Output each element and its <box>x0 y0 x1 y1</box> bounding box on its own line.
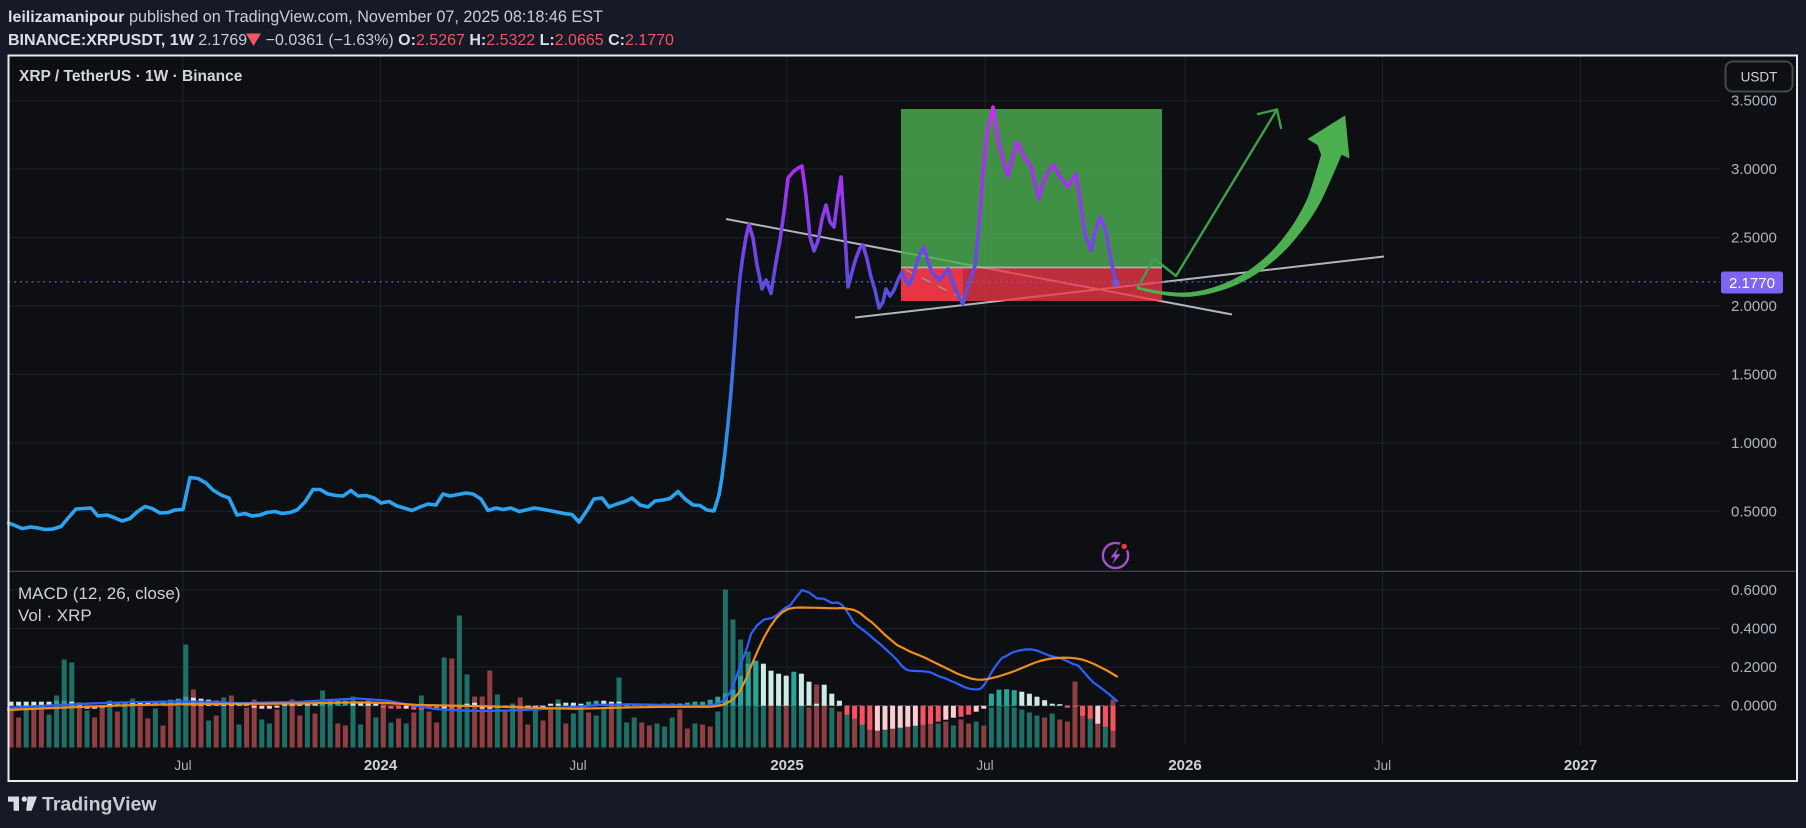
svg-text:2027: 2027 <box>1564 757 1597 774</box>
svg-text:1.0000: 1.0000 <box>1731 435 1777 452</box>
svg-text:MACD (12, 26, close): MACD (12, 26, close) <box>18 584 181 603</box>
svg-text:Vol · XRP: Vol · XRP <box>18 606 92 625</box>
svg-text:XRP / TetherUS · 1W · Binance: XRP / TetherUS · 1W · Binance <box>19 68 243 85</box>
svg-text:2.5000: 2.5000 <box>1731 230 1777 247</box>
svg-text:0.2000: 0.2000 <box>1731 659 1777 676</box>
svg-text:0.4000: 0.4000 <box>1731 621 1777 638</box>
svg-text:USDT: USDT <box>1741 70 1778 85</box>
svg-text:Jul: Jul <box>976 758 993 773</box>
svg-text:1.5000: 1.5000 <box>1731 366 1777 383</box>
svg-text:Jul: Jul <box>174 758 191 773</box>
svg-text:BINANCE:XRPUSDT, 1W 2.1769 −0: BINANCE:XRPUSDT, 1W 2.1769 −0.0361 (−1.6… <box>8 32 674 49</box>
svg-text:0.5000: 0.5000 <box>1731 503 1777 520</box>
svg-text:2.1770: 2.1770 <box>1729 275 1775 292</box>
svg-text:leilizamanipour published on T: leilizamanipour published on TradingView… <box>8 8 603 26</box>
svg-text:2026: 2026 <box>1168 757 1201 774</box>
svg-text:3.0000: 3.0000 <box>1731 161 1777 178</box>
svg-text:3.5000: 3.5000 <box>1731 93 1777 110</box>
svg-text:0.6000: 0.6000 <box>1731 582 1777 599</box>
svg-text:2025: 2025 <box>770 757 803 774</box>
svg-text:TradingView: TradingView <box>42 794 157 816</box>
svg-text:Jul: Jul <box>1374 758 1391 773</box>
svg-text:0.0000: 0.0000 <box>1731 698 1777 715</box>
svg-text:2.0000: 2.0000 <box>1731 298 1777 315</box>
svg-text:2024: 2024 <box>364 757 398 774</box>
svg-text:Jul: Jul <box>569 758 586 773</box>
